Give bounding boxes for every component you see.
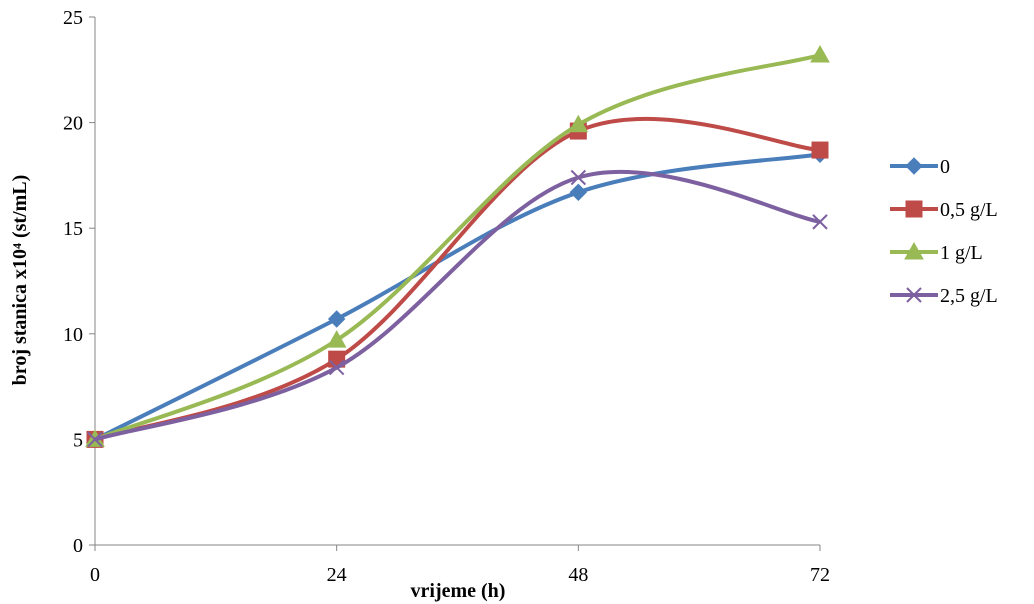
series-line (94, 152, 821, 442)
series-3 (85, 44, 830, 447)
legend-label: 0 (940, 156, 950, 178)
data-point (570, 169, 587, 186)
x-tick-label: 72 (810, 564, 830, 586)
data-point (326, 330, 347, 348)
x-axis-title: vrijeme (h) (411, 580, 506, 602)
data-point (810, 44, 830, 63)
y-tick-label: 10 (63, 324, 83, 346)
data-point (569, 183, 588, 202)
data-point (328, 359, 345, 376)
data-point (568, 114, 589, 133)
legend-label: 0,5 g/L (940, 199, 998, 221)
y-tick-label: 25 (63, 7, 83, 29)
series-layer (85, 44, 830, 449)
series-2 (86, 116, 829, 448)
legend-item: 1 g/L (890, 241, 983, 264)
x-tick-label: 24 (327, 564, 347, 586)
data-point (87, 431, 103, 448)
x-tick-label: 0 (90, 564, 100, 586)
legend-marker (906, 287, 922, 303)
legend-marker (905, 157, 923, 175)
legend-item: 2,5 g/L (890, 285, 998, 307)
y-tick-label: 20 (63, 113, 83, 135)
legend-label: 2,5 g/L (940, 285, 998, 307)
data-point (327, 310, 346, 328)
series-4 (87, 169, 828, 448)
y-axis-title: broj stanica x10⁴ (st/mL) (9, 175, 31, 386)
x-tick-label: 48 (568, 564, 588, 586)
y-tick-label: 15 (63, 218, 83, 240)
legend-item: 0 (890, 156, 950, 178)
data-point (811, 141, 829, 159)
legend-item: 0,5 g/L (890, 199, 998, 221)
legend-marker (905, 200, 923, 218)
y-tick-label: 0 (73, 535, 83, 557)
axes: 0 5 10 15 20 25 0 24 48 72 (63, 7, 830, 586)
legend-label: 1 g/L (940, 242, 983, 264)
series-line (94, 53, 821, 442)
y-tick-label: 5 (73, 429, 83, 451)
series-line (94, 169, 821, 442)
legend-marker (904, 241, 924, 260)
legend: 0 0,5 g/L 1 g/L 2,5 g/L (890, 156, 998, 307)
data-point (812, 214, 828, 230)
